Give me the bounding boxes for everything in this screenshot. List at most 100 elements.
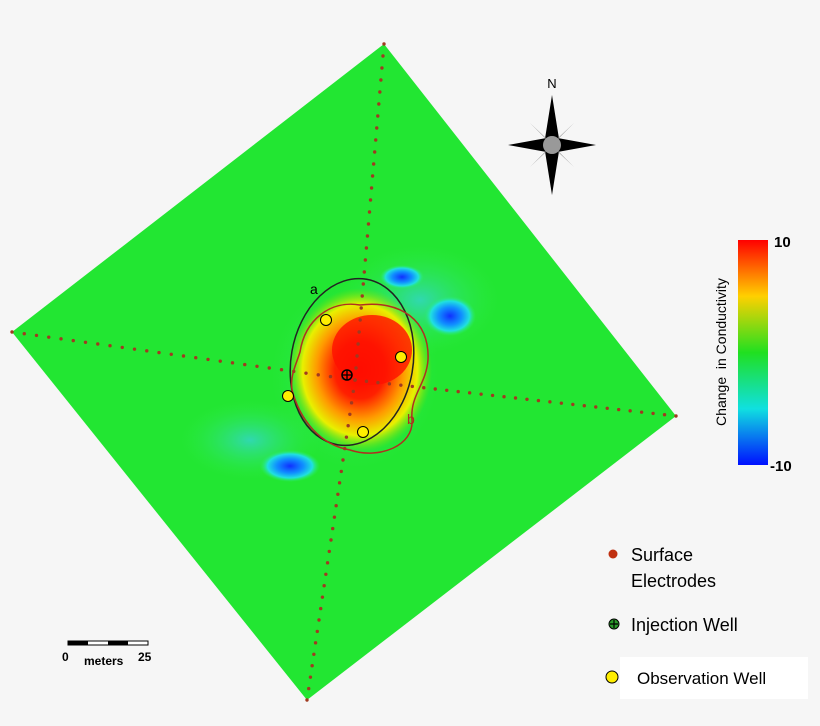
surface-electrode — [351, 389, 355, 394]
surface-electrode — [346, 424, 350, 428]
surface-electrode — [317, 618, 321, 622]
surface-electrode — [83, 340, 88, 344]
surface-electrode — [536, 398, 541, 403]
surface-electrode — [571, 402, 575, 407]
surface-electrode — [366, 222, 371, 226]
surface-electrode — [354, 366, 358, 370]
colorbar-label: Change in Conductivity — [713, 278, 729, 426]
surface-electrode — [605, 406, 609, 410]
anomaly — [332, 315, 412, 385]
surface-electrode — [308, 675, 313, 679]
surface-electrode — [359, 306, 363, 310]
legend-label: Injection Well — [631, 615, 738, 635]
surface-electrode — [267, 366, 271, 370]
surface-electrode — [356, 342, 360, 346]
line-label: b — [407, 411, 415, 427]
surface-electrode — [230, 361, 235, 365]
surface-electrode — [375, 126, 379, 130]
surface-electrode — [120, 345, 124, 350]
surface-electrode — [194, 356, 198, 360]
surface-electrode — [310, 664, 314, 668]
surface-electrode — [376, 380, 380, 385]
surface-electrode — [376, 114, 380, 118]
surface-electrode — [320, 595, 325, 599]
surface-electrode — [206, 357, 210, 362]
surface-electrode — [108, 344, 112, 348]
surface-electrode — [387, 382, 392, 386]
surface-electrode — [367, 210, 372, 214]
surface-electrode — [582, 404, 586, 408]
surface-electrode — [410, 384, 415, 389]
surface-electrode — [307, 686, 311, 691]
colorbar-ramp — [738, 240, 768, 465]
surface-electrode — [341, 458, 345, 462]
surface-electrode — [525, 397, 529, 401]
surface-electrode — [364, 379, 369, 383]
surface-electrode — [313, 641, 318, 645]
surface-electrode — [71, 338, 75, 343]
wells — [282, 314, 407, 438]
surface-electrode — [344, 435, 349, 439]
surface-electrode — [378, 90, 382, 94]
surface-electrode — [399, 383, 403, 387]
legend-symbol — [608, 549, 618, 559]
surface-electrode — [243, 362, 247, 367]
surface-electrode — [305, 698, 309, 702]
scale-unit: meters — [84, 654, 124, 668]
surface-electrode — [353, 378, 357, 382]
anomaly — [424, 296, 476, 336]
surface-electrode — [594, 405, 598, 409]
surface-electrode — [479, 392, 483, 396]
surface-electrode — [502, 395, 506, 399]
surface-electrode — [332, 515, 337, 519]
line-label: a — [310, 281, 318, 297]
surface-electrode — [377, 102, 381, 106]
surface-electrode — [548, 400, 552, 404]
surface-electrode — [349, 401, 354, 405]
conductivity-field — [180, 245, 500, 482]
surface-electrode — [381, 54, 385, 58]
surface-electrode — [662, 413, 667, 417]
surface-electrode — [10, 330, 14, 334]
surface-electrode — [361, 282, 365, 286]
legend: Surface Electrodes Injection Well Observa… — [605, 545, 808, 699]
surface-electrode — [364, 246, 369, 250]
surface-electrode — [433, 387, 437, 391]
surface-electrode — [279, 368, 284, 372]
surface-electrode — [372, 150, 377, 154]
surface-electrode — [368, 198, 373, 202]
surface-electrode — [355, 354, 359, 358]
surface-electrode — [325, 561, 330, 565]
surface-electrode — [304, 371, 308, 375]
surface-electrode — [324, 572, 328, 576]
legend-label: Observation Well — [637, 669, 766, 688]
surface-electrode — [422, 386, 426, 390]
surface-electrode — [47, 335, 51, 339]
surface-electrode — [374, 138, 378, 142]
surface-electrode — [379, 78, 383, 82]
surface-electrode — [357, 330, 361, 334]
surface-electrode — [157, 350, 161, 355]
surface-electrode — [218, 359, 222, 363]
line-a — [289, 277, 415, 447]
colorbar: 10 -10 Change in Conductivity — [713, 234, 792, 475]
scale-end: 25 — [138, 650, 152, 664]
colorbar-min: -10 — [770, 458, 792, 475]
surface-electrode — [467, 391, 472, 395]
surface-electrode — [628, 409, 632, 413]
surface-electrode — [312, 652, 316, 656]
surface-electrode — [329, 538, 333, 542]
surface-electrode — [181, 354, 186, 358]
surface-electrode — [328, 374, 333, 379]
surface-electrode — [360, 294, 364, 298]
legend-label: Surface Electrodes — [631, 545, 716, 591]
surface-electrode — [59, 337, 63, 341]
surface-electrode — [34, 333, 39, 338]
surface-electrode — [358, 318, 362, 322]
surface-electrode — [362, 270, 367, 274]
surface-electrode — [490, 393, 495, 398]
surface-electrode — [559, 401, 564, 405]
anomaly — [260, 450, 320, 482]
surface-electrode — [315, 629, 319, 634]
